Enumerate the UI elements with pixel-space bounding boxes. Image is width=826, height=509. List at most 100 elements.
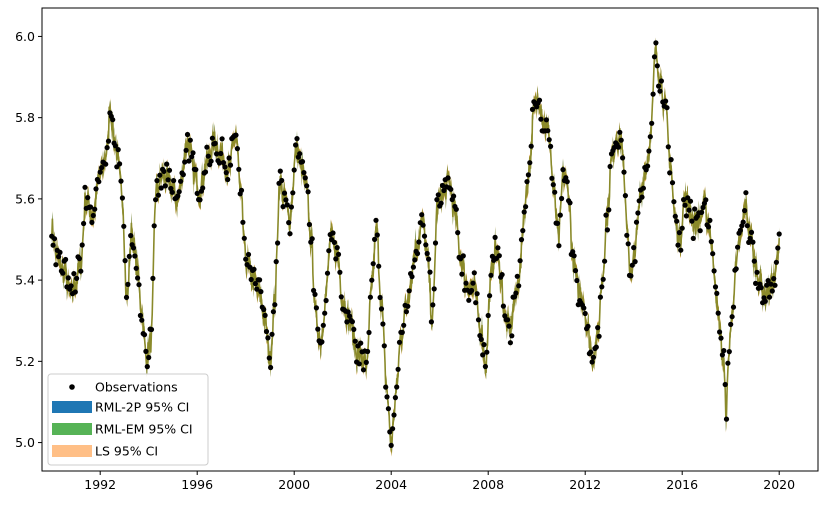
observation-point (154, 178, 160, 184)
observation-point (557, 212, 563, 218)
observation-point (383, 384, 389, 390)
observation-point (97, 169, 103, 175)
observation-point (335, 251, 342, 257)
observation-point (284, 202, 290, 208)
observation-point (209, 135, 215, 141)
observation-point (367, 294, 373, 300)
observation-point (320, 322, 326, 328)
observation-point (144, 364, 150, 370)
observation-point (241, 235, 247, 241)
observation-point (294, 136, 300, 142)
observation-point (647, 134, 653, 140)
x-tick-label: 1992 (84, 477, 116, 492)
observation-point (588, 349, 594, 355)
observation-point (559, 195, 565, 202)
observation-point (751, 258, 757, 264)
legend-ls-swatch (52, 445, 92, 457)
observation-point (546, 137, 552, 143)
observation-point (635, 210, 641, 216)
observation-point (351, 326, 357, 332)
observation-point (122, 258, 128, 264)
observation-point (146, 354, 152, 361)
observation-point (687, 198, 694, 204)
observation-point (197, 197, 203, 203)
observation-point (79, 242, 85, 248)
observation-point (556, 243, 562, 249)
observation-point (414, 250, 421, 257)
observation-point (717, 329, 723, 335)
observation-point (719, 352, 726, 358)
observation-point (506, 323, 512, 329)
observation-point (729, 314, 735, 320)
observation-point (617, 129, 623, 135)
legend-rml2p-label: RML-2P 95% CI (95, 400, 189, 415)
observation-point (606, 207, 612, 213)
observation-point (475, 317, 482, 323)
observation-point (119, 195, 125, 201)
observation-point (711, 268, 717, 274)
observation-point (703, 197, 709, 203)
observation-point (74, 275, 80, 281)
observation-point (427, 269, 433, 275)
x-axis: 1992 1996 2000 2004 2008 2012 2016 2020 (84, 471, 795, 492)
observation-point (441, 187, 447, 194)
observation-point (150, 275, 156, 281)
observation-point (743, 190, 749, 196)
observation-point (158, 185, 164, 191)
observation-point (148, 326, 155, 333)
observation-point (281, 190, 288, 196)
observation-point (633, 219, 640, 225)
observation-point (358, 340, 364, 346)
observation-point (60, 270, 66, 276)
observation-point (664, 105, 670, 111)
observation-point (649, 120, 655, 126)
observation-point (459, 271, 465, 277)
observation-point (750, 239, 756, 245)
observation-point (572, 268, 579, 274)
observation-point (733, 266, 739, 272)
observation-point (123, 294, 130, 300)
observation-point (416, 239, 422, 245)
observation-point (319, 339, 325, 345)
observation-point (419, 212, 425, 218)
observation-point (117, 161, 123, 167)
observation-point (596, 333, 602, 339)
observation-point (273, 259, 279, 265)
observation-point (463, 280, 469, 286)
observation-point (405, 303, 411, 309)
observation-point (184, 131, 191, 138)
observation-point (549, 175, 555, 181)
observation-point (470, 280, 476, 286)
observation-point (564, 179, 570, 185)
observation-point (162, 183, 168, 189)
observation-points (49, 40, 782, 448)
observation-point (771, 276, 777, 282)
observation-point (164, 161, 170, 167)
legend-rmlem-swatch (52, 423, 92, 435)
observation-point (412, 257, 418, 263)
observation-point (96, 179, 102, 185)
observation-point (679, 225, 685, 231)
observation-point (254, 286, 260, 292)
observation-point (435, 192, 441, 198)
observation-point (68, 283, 74, 289)
observation-point (514, 273, 520, 279)
observation-point (700, 204, 706, 211)
observation-point (574, 277, 580, 284)
observation-point (388, 442, 394, 448)
observation-point (330, 230, 336, 236)
observation-point (81, 220, 87, 227)
observation-point (369, 277, 375, 283)
observation-point (334, 245, 340, 251)
observation-point (370, 261, 376, 267)
x-tick-label: 2008 (472, 477, 504, 492)
observation-point (705, 224, 712, 230)
observation-point (115, 147, 121, 153)
observation-point (721, 348, 727, 354)
observation-point (112, 143, 118, 149)
legend-observations-marker (69, 384, 75, 390)
observation-point (683, 213, 690, 219)
observation-point (190, 150, 196, 156)
observation-point (624, 232, 630, 238)
observation-point (381, 343, 387, 349)
